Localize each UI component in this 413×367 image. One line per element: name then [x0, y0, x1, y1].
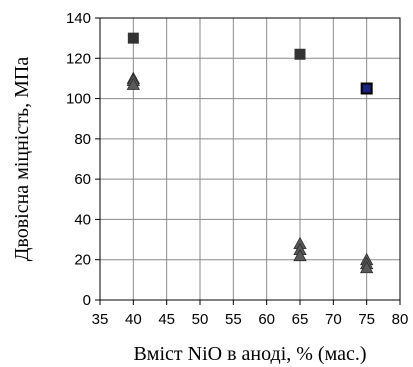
x-tick-label: 60 [258, 311, 275, 328]
triangle-marker [126, 77, 141, 90]
y-tick-label: 80 [74, 131, 91, 148]
x-axis-title: Вміст NiO в аноді, % (мас.) [133, 343, 366, 365]
x-tick-label: 35 [92, 311, 109, 328]
x-tick-label: 55 [225, 311, 242, 328]
y-tick-label: 40 [74, 211, 91, 228]
triangle-marker [293, 248, 307, 262]
data-points [126, 32, 374, 274]
x-tick-label: 45 [158, 311, 175, 328]
y-tick-label: 0 [83, 292, 91, 309]
x-tick-label: 65 [292, 311, 309, 328]
y-tick-label: 60 [74, 171, 91, 188]
y-tick-label: 140 [66, 10, 91, 27]
x-tick-label: 70 [325, 311, 342, 328]
grid [99, 17, 401, 301]
plot-area-frame [99, 17, 401, 301]
triangle-marker [359, 260, 374, 274]
x-tick-label: 75 [358, 311, 375, 328]
y-tick-label: 100 [66, 91, 91, 108]
axis-ticks: 35 40 45 50 55 60 65 70 75 80 0 20 40 60 80 100 120 140 [66, 10, 408, 328]
y-axis-title: Двовісна міцність, МПа [11, 57, 33, 262]
y-tick-label: 20 [74, 252, 91, 269]
x-tick-label: 50 [192, 311, 209, 328]
square-marker [294, 48, 306, 60]
square-marker [127, 32, 139, 44]
y-tick-label: 120 [66, 50, 91, 67]
x-tick-label: 80 [392, 311, 409, 328]
x-tick-label: 40 [125, 311, 142, 328]
square-marker [360, 82, 373, 95]
